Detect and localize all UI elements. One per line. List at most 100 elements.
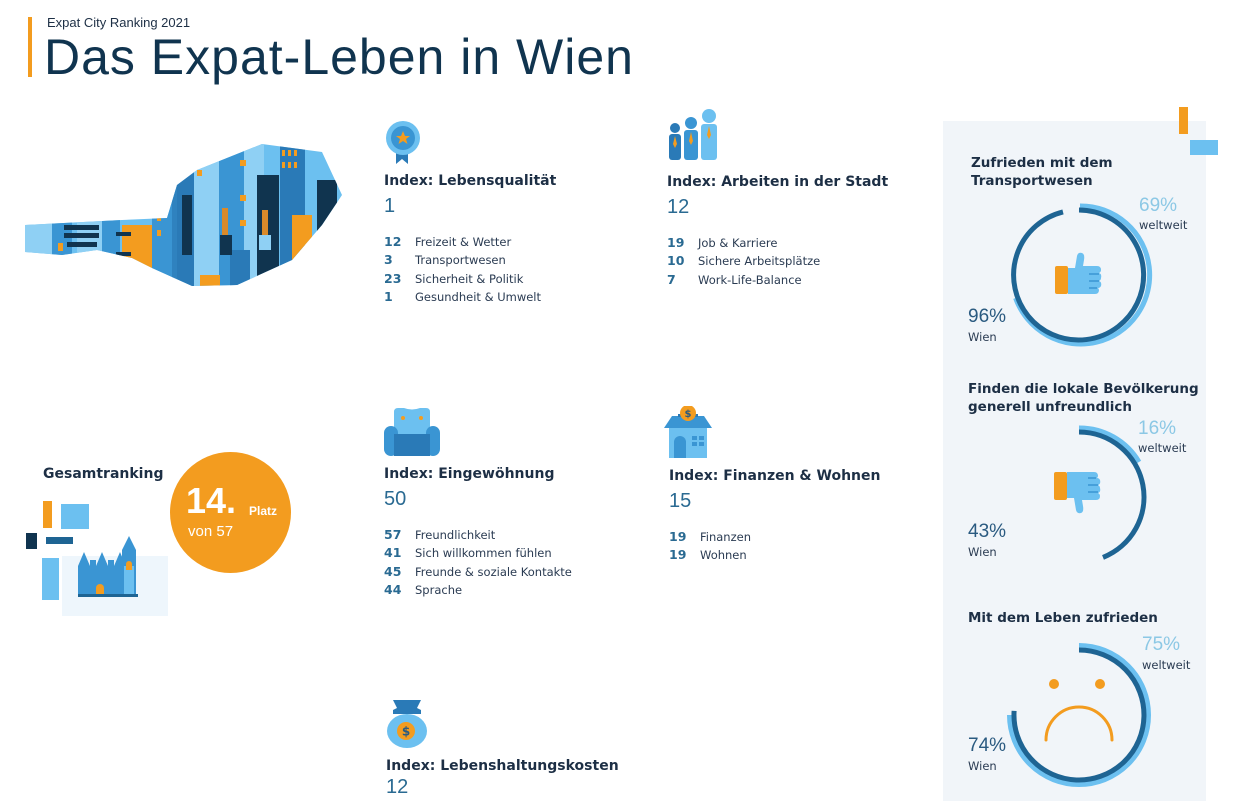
sub-rank: 1 <box>384 289 393 305</box>
austria-city-map-illustration <box>22 140 344 288</box>
index-title: Index: Arbeiten in der Stadt <box>667 174 889 190</box>
sub-rank: 57 <box>384 527 402 542</box>
sub-label: Transportwesen <box>415 253 506 268</box>
city-label: Wien <box>968 759 997 773</box>
svg-text:$: $ <box>685 409 692 420</box>
sub-label: Sprache <box>415 583 463 598</box>
sub-ranking-row: 23 Sicherheit & Politik <box>384 271 556 289</box>
transport-ring-chart <box>1004 200 1154 350</box>
world-label: weltweit <box>1142 658 1191 672</box>
sub-rank: 3 <box>384 252 393 268</box>
header-accent-bar <box>28 17 32 77</box>
header-subtitle: Expat City Ranking 2021 <box>47 15 191 30</box>
sub-ranking-list: 19 Job & Karriere 10 Sichere Arbeitsplätze… <box>667 235 888 290</box>
sub-label: Freizeit & Wetter <box>415 235 512 249</box>
sub-ranking-row: 57 Freundlichkeit <box>384 527 572 545</box>
sub-ranking-list: 12 Freizeit & Wetter 3 Transportwesen 23 Si… <box>384 234 556 308</box>
sub-label: Wohnen <box>700 548 747 563</box>
index-lebensqualitaet: Index: Lebensqualität 1 12 Freizeit & Wet… <box>384 118 556 308</box>
sub-rank: 19 <box>667 235 685 250</box>
sub-ranking-row: 45 Freunde & soziale Kontakte <box>384 564 572 582</box>
decor-orange-bar <box>1179 107 1188 134</box>
survey-stats-panel <box>943 121 1206 801</box>
overall-rank-total: von 57 <box>188 523 234 540</box>
city-percentage: 96% <box>968 306 1007 327</box>
decor-blue-block <box>1190 140 1218 155</box>
sub-ranking-row: 7 Work-Life-Balance <box>667 272 888 290</box>
sub-ranking-row: 12 Freizeit & Wetter <box>384 234 556 252</box>
overall-ranking-title: Gesamtranking <box>43 466 164 482</box>
thumbs-up-icon <box>1055 252 1103 296</box>
sub-ranking-row: 19 Job & Karriere <box>667 235 888 253</box>
world-percentage: 69% <box>1139 195 1178 216</box>
award-ribbon-icon <box>384 118 422 166</box>
index-title: Index: Finanzen & Wohnen <box>669 468 881 484</box>
city-percentage: 43% <box>968 521 1007 542</box>
sub-label: Work-Life-Balance <box>698 272 802 287</box>
stat-title-line: Transportwesen <box>971 172 1093 189</box>
city-label: Wien <box>968 545 997 559</box>
sub-ranking-list: 57 Freundlichkeit 41 Sich willkommen fühle… <box>384 527 572 601</box>
svg-text:$: $ <box>402 725 410 739</box>
sub-label: Sich willkommen fühlen <box>415 546 552 561</box>
sub-ranking-row: 10 Sichere Arbeitsplätze <box>667 253 888 271</box>
index-value: 12 <box>386 776 409 798</box>
thumbs-down-icon <box>1054 472 1102 516</box>
sub-rank: 7 <box>667 271 676 287</box>
index-value: 15 <box>669 490 692 512</box>
world-label: weltweit <box>1138 441 1187 455</box>
stat-title-life-satisfaction: Mit dem Leben zufrieden <box>968 610 1158 628</box>
overall-rank-badge: 14. Platz von 57 <box>170 452 291 573</box>
stat-title-line: Mit dem Leben zufrieden <box>968 610 1158 626</box>
index-value: 12 <box>667 196 690 218</box>
life-satisfaction-ring-chart <box>1004 640 1154 790</box>
armchair-icon <box>384 408 440 456</box>
sub-label: Sichere Arbeitsplätze <box>698 254 821 269</box>
index-eingewoehnung: Index: Eingewöhnung 50 57 Freundlichkeit … <box>384 408 572 601</box>
castle-illustration <box>26 500 168 616</box>
index-lebenshaltungskosten: $ Index: Lebenshaltungskosten 12 <box>386 698 619 799</box>
stat-title-transport: Zufrieden mit dem Transportwesen <box>971 155 1113 190</box>
index-title: Index: Eingewöhnung <box>384 466 555 482</box>
sub-rank: 45 <box>384 563 402 579</box>
sub-ranking-row: 19 Wohnen <box>669 547 880 565</box>
stat-title-unfriendly: Finden die lokale Bevölkerung generell u… <box>968 381 1199 416</box>
world-label: weltweit <box>1139 218 1188 232</box>
sub-rank: 44 <box>384 582 402 598</box>
sub-label: Sicherheit & Politik <box>415 271 524 286</box>
world-percentage: 75% <box>1142 634 1181 655</box>
sub-ranking-row: 41 Sich willkommen fühlen <box>384 545 572 563</box>
sub-ranking-row: 1 Gesundheit & Umwelt <box>384 289 556 307</box>
sub-ranking-list: 19 Finanzen 19 Wohnen <box>669 529 880 566</box>
sub-rank: 19 <box>669 529 687 544</box>
sub-rank: 41 <box>384 545 402 561</box>
index-finanzen-wohnen: $ Index: Finanzen & Wohnen 15 19 Finanzen… <box>664 405 881 566</box>
stat-title-line: Zufrieden mit dem <box>971 155 1113 171</box>
sub-ranking-row: 3 Transportwesen <box>384 252 556 270</box>
business-people-icon <box>667 108 719 162</box>
house-coin-icon: $ <box>664 405 712 458</box>
sub-ranking-row: 19 Finanzen <box>669 529 880 547</box>
sub-rank: 10 <box>667 253 685 269</box>
sub-label: Freundlichkeit <box>415 528 496 542</box>
sub-rank: 23 <box>384 270 402 286</box>
index-title: Index: Lebenshaltungskosten <box>386 758 619 774</box>
page-title: Das Expat-Leben in Wien <box>44 29 634 85</box>
sub-label: Finanzen <box>700 530 751 544</box>
sub-label: Job & Karriere <box>698 236 778 250</box>
stat-title-line: Finden die lokale Bevölkerung <box>968 381 1199 397</box>
money-bag-icon: $ <box>386 698 428 748</box>
index-arbeiten: Index: Arbeiten in der Stadt 12 19 Job & … <box>667 108 888 290</box>
sad-face-icon <box>1042 678 1118 744</box>
sub-ranking-row: 44 Sprache <box>384 582 572 600</box>
sub-rank: 19 <box>669 547 687 563</box>
sub-label: Gesundheit & Umwelt <box>415 290 542 305</box>
city-percentage: 74% <box>968 735 1007 756</box>
city-label: Wien <box>968 330 997 344</box>
sub-label: Freunde & soziale Kontakte <box>415 564 572 579</box>
sub-rank: 12 <box>384 234 402 249</box>
overall-rank-suffix: Platz <box>249 504 278 518</box>
index-title: Index: Lebensqualität <box>384 173 557 189</box>
unfriendly-ring-chart <box>1004 422 1154 572</box>
index-value: 1 <box>384 195 396 217</box>
